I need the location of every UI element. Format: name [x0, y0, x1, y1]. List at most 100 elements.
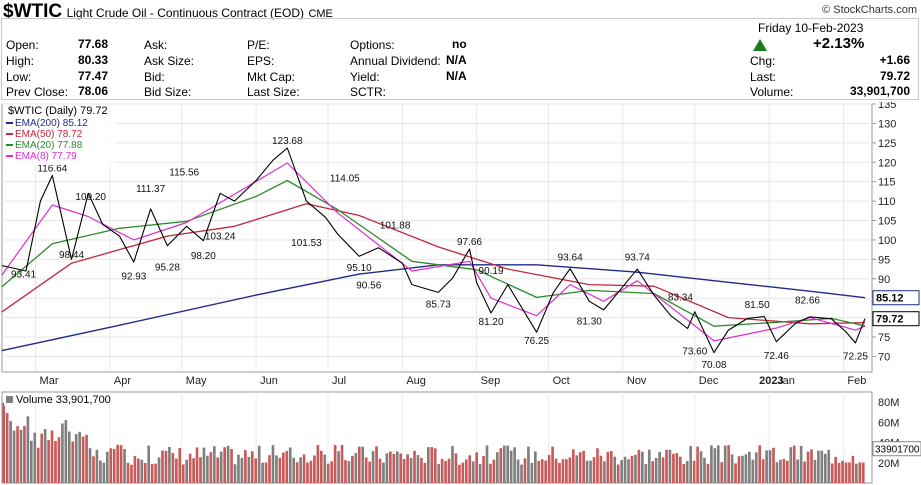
percent-change: +2.13%	[813, 35, 865, 52]
volume-label: Volume:	[750, 85, 794, 99]
volume-bar	[416, 455, 420, 483]
volume-bar	[99, 460, 102, 483]
symbol[interactable]: $WTIC	[3, 1, 63, 22]
volume-bar	[468, 455, 472, 483]
volume-bar	[212, 446, 216, 483]
volume-bar	[16, 426, 19, 483]
volume-bar	[288, 447, 292, 483]
volume-bar	[226, 445, 230, 483]
axes: 707580859095100105110115120125130135MarA…	[40, 102, 921, 470]
volume-bar	[803, 461, 806, 483]
volume-bar	[54, 440, 57, 483]
price-annotation: 76.25	[524, 336, 549, 347]
volume-bar	[558, 462, 561, 483]
exchange: CME	[308, 8, 333, 20]
volume-bar	[382, 462, 385, 483]
volume-bar	[47, 440, 50, 483]
change-value: +1.66	[879, 53, 910, 67]
volume-bar	[668, 449, 672, 483]
x-tick-label: Apr	[114, 375, 131, 387]
volume-bar	[92, 456, 95, 483]
volume-bar	[240, 457, 244, 483]
volume-bar	[647, 449, 651, 483]
volume-bar	[64, 420, 68, 483]
volume-bar	[768, 450, 772, 483]
volume-tick-label: 60M	[878, 417, 899, 429]
y-tick-label: 90	[878, 274, 890, 286]
volume-bar	[389, 451, 392, 483]
volume-bar	[616, 464, 620, 483]
volume-bar	[361, 446, 365, 483]
volume-bar	[43, 429, 47, 483]
volume-bar	[589, 460, 592, 483]
volume-bar	[188, 453, 192, 483]
volume-bar	[796, 459, 800, 483]
last-label: Last:	[750, 70, 777, 84]
volume-bar	[81, 436, 85, 483]
volume-bar	[689, 446, 692, 483]
volume-bar	[741, 455, 744, 483]
volume-bar	[233, 464, 237, 483]
price-annotation: 111.37	[136, 184, 166, 195]
volume-bar	[537, 460, 541, 483]
volume-bar	[492, 459, 496, 483]
volume-bar	[658, 451, 661, 483]
volume-bar	[654, 457, 658, 483]
volume-bar	[306, 462, 309, 483]
price-annotation: 81.50	[745, 300, 770, 311]
volume-bar	[554, 458, 558, 483]
ema200-line	[1, 264, 866, 352]
volume-bar	[651, 461, 655, 483]
volume-bar	[496, 452, 499, 483]
price-chart[interactable]: 116.64 93.41 98.44 109.20 92.93 95.28 111.37 98…	[0, 102, 921, 485]
volume-bar	[786, 460, 789, 483]
volume-bar	[257, 445, 261, 483]
volume-bar	[713, 448, 717, 483]
volume-value: 33,901,700	[849, 84, 910, 98]
volume-bar	[637, 449, 641, 483]
volume-bar	[744, 454, 748, 483]
volume-bar	[568, 457, 572, 483]
price-annotation: 83.34	[668, 293, 693, 304]
volume-bar	[71, 441, 75, 483]
x-tick-label: Jun	[260, 375, 278, 387]
price-grid	[1, 103, 873, 484]
volume-bar	[734, 463, 737, 483]
volume-bar	[716, 445, 720, 483]
volume-bar	[192, 458, 195, 483]
volume-bar	[478, 463, 482, 483]
high-label: High:	[6, 54, 35, 68]
volume-bar	[578, 452, 582, 483]
volume-bar	[513, 447, 516, 483]
volume-bar	[206, 455, 209, 483]
volume-bar	[371, 451, 375, 483]
volume-bar	[164, 450, 168, 483]
volume-bar	[844, 462, 848, 483]
price-annotation: 90.56	[356, 281, 381, 292]
volume-bar	[765, 450, 768, 483]
legend-entry: EMA(20) 77.88	[15, 140, 83, 151]
volume-bar	[133, 455, 137, 483]
volume-bar	[582, 450, 585, 483]
up-triangle-icon	[753, 39, 767, 51]
volume-bar	[779, 459, 782, 483]
x-tick-label: Nov	[627, 375, 647, 387]
volume-bar	[216, 457, 220, 483]
volume-bar	[730, 454, 734, 483]
volume-bar	[830, 463, 834, 483]
volume-bar	[178, 447, 182, 483]
y-tick-label: 95	[878, 254, 890, 266]
volume-bar	[57, 437, 61, 483]
price-line	[1, 147, 866, 354]
volume-bar	[534, 451, 537, 483]
volume-bar	[682, 463, 686, 483]
stockcharts-logo[interactable]: © StockCharts.com	[822, 4, 917, 16]
volume-bar	[599, 455, 603, 483]
price-annotation: 123.68	[272, 136, 303, 147]
instrument-name: Light Crude Oil - Continuous Contract (E…	[66, 6, 304, 20]
y-tick-label: 110	[878, 196, 896, 208]
volume-bar	[813, 459, 817, 483]
y-tick-label: 100	[878, 235, 896, 247]
price-annotation: 103.24	[205, 231, 236, 242]
